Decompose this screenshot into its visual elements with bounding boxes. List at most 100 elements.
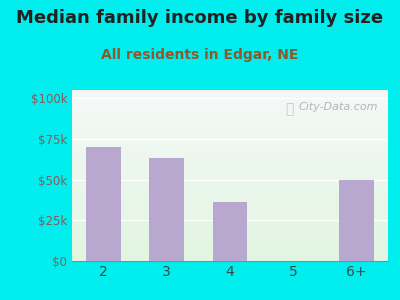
- Bar: [72, 191, 388, 193]
- Bar: [72, 188, 388, 189]
- Bar: [72, 169, 388, 170]
- Bar: [72, 247, 388, 249]
- Bar: [72, 251, 388, 252]
- Bar: [72, 206, 388, 208]
- Bar: [72, 208, 388, 210]
- Bar: [72, 131, 388, 133]
- Bar: [72, 150, 388, 152]
- Bar: [72, 222, 388, 224]
- Bar: [72, 237, 388, 239]
- Bar: [72, 114, 388, 116]
- Bar: [72, 121, 388, 122]
- Bar: [72, 160, 388, 162]
- Bar: [339, 180, 374, 261]
- Bar: [72, 170, 388, 172]
- Bar: [72, 198, 388, 200]
- Bar: [72, 105, 388, 107]
- Text: ⓘ: ⓘ: [285, 102, 293, 116]
- Bar: [72, 174, 388, 176]
- Bar: [72, 153, 388, 155]
- Bar: [150, 158, 184, 261]
- Bar: [72, 225, 388, 227]
- Bar: [72, 203, 388, 205]
- Bar: [72, 117, 388, 119]
- Bar: [72, 230, 388, 232]
- Text: All residents in Edgar, NE: All residents in Edgar, NE: [101, 48, 299, 62]
- Bar: [72, 109, 388, 110]
- Bar: [72, 138, 388, 140]
- Bar: [72, 107, 388, 109]
- Text: Median family income by family size: Median family income by family size: [16, 9, 384, 27]
- Bar: [72, 235, 388, 237]
- Text: City-Data.com: City-Data.com: [299, 102, 378, 112]
- Bar: [72, 164, 388, 165]
- Bar: [72, 249, 388, 251]
- Bar: [72, 196, 388, 198]
- Bar: [72, 254, 388, 256]
- Bar: [72, 176, 388, 177]
- Bar: [72, 122, 388, 124]
- Bar: [72, 224, 388, 225]
- Bar: [72, 229, 388, 230]
- Bar: [72, 258, 388, 259]
- Bar: [72, 205, 388, 206]
- Bar: [72, 184, 388, 186]
- Bar: [72, 246, 388, 247]
- Bar: [72, 220, 388, 222]
- Bar: [72, 182, 388, 184]
- Bar: [72, 92, 388, 93]
- Bar: [213, 202, 247, 261]
- Bar: [72, 128, 388, 129]
- Bar: [72, 210, 388, 212]
- Bar: [72, 152, 388, 153]
- Bar: [72, 124, 388, 126]
- Bar: [72, 189, 388, 191]
- Bar: [72, 140, 388, 141]
- Bar: [72, 217, 388, 218]
- Bar: [72, 165, 388, 167]
- Bar: [72, 232, 388, 234]
- Bar: [72, 179, 388, 181]
- Bar: [72, 116, 388, 117]
- Bar: [72, 95, 388, 97]
- Bar: [72, 227, 388, 229]
- Bar: [72, 148, 388, 150]
- Bar: [72, 167, 388, 169]
- Bar: [72, 162, 388, 164]
- Bar: [72, 186, 388, 188]
- Bar: [72, 157, 388, 158]
- Bar: [72, 97, 388, 98]
- Bar: [72, 158, 388, 160]
- Bar: [72, 172, 388, 174]
- Bar: [86, 147, 121, 261]
- Bar: [72, 112, 388, 114]
- Bar: [72, 100, 388, 102]
- Bar: [72, 119, 388, 121]
- Bar: [72, 155, 388, 157]
- Bar: [72, 126, 388, 128]
- Bar: [72, 129, 388, 131]
- Bar: [72, 93, 388, 95]
- Bar: [72, 98, 388, 100]
- Bar: [72, 244, 388, 246]
- Bar: [72, 104, 388, 105]
- Bar: [72, 181, 388, 182]
- Bar: [72, 242, 388, 244]
- Bar: [72, 134, 388, 136]
- Bar: [72, 213, 388, 215]
- Bar: [72, 234, 388, 235]
- Bar: [72, 145, 388, 146]
- Bar: [72, 200, 388, 201]
- Bar: [72, 218, 388, 220]
- Bar: [72, 252, 388, 254]
- Bar: [72, 256, 388, 258]
- Bar: [72, 146, 388, 148]
- Bar: [72, 133, 388, 134]
- Bar: [72, 193, 388, 194]
- Bar: [72, 201, 388, 203]
- Bar: [72, 259, 388, 261]
- Bar: [72, 212, 388, 213]
- Bar: [72, 141, 388, 143]
- Bar: [72, 177, 388, 179]
- Bar: [72, 90, 388, 92]
